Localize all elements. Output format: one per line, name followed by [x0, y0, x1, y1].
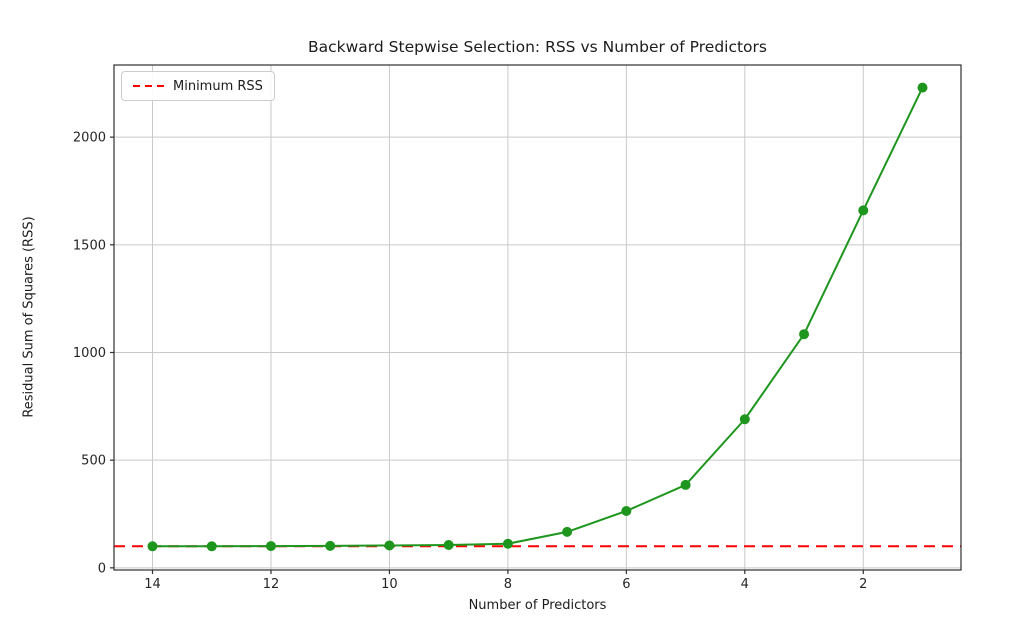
data-point [147, 541, 158, 552]
x-tick-label: 8 [504, 577, 512, 592]
data-point [206, 541, 217, 552]
x-tick-label: 10 [381, 577, 398, 592]
y-tick-label: 500 [81, 454, 106, 469]
legend-label: Minimum RSS [173, 78, 263, 94]
data-point [799, 329, 810, 340]
data-point [739, 414, 750, 425]
data-point [443, 540, 454, 551]
data-point [384, 540, 395, 551]
y-tick-label: 0 [98, 561, 106, 576]
data-point [502, 538, 513, 549]
y-axis-label: Residual Sum of Squares (RSS) [21, 216, 37, 418]
legend: Minimum RSS [121, 71, 275, 101]
x-tick-label: 6 [622, 577, 630, 592]
x-tick-label: 12 [263, 577, 280, 592]
data-point [917, 82, 928, 93]
data-point [680, 479, 691, 490]
chart-title: Backward Stepwise Selection: RSS vs Numb… [308, 38, 767, 56]
data-point [621, 505, 632, 516]
x-axis-label: Number of Predictors [468, 598, 607, 613]
x-tick-label: 2 [859, 577, 867, 592]
x-tick-label: 14 [144, 577, 161, 592]
axes-spines [113, 64, 962, 571]
data-point [265, 541, 276, 552]
data-point [325, 540, 336, 551]
rss-series-line [151, 86, 924, 548]
y-tick-label: 2000 [73, 131, 106, 146]
y-tick-label: 1500 [73, 238, 106, 253]
data-point [858, 205, 869, 216]
x-tick-label: 4 [741, 577, 749, 592]
dashed-line-icon [133, 85, 164, 87]
y-tick-label: 1000 [73, 346, 106, 361]
data-point [562, 526, 573, 537]
